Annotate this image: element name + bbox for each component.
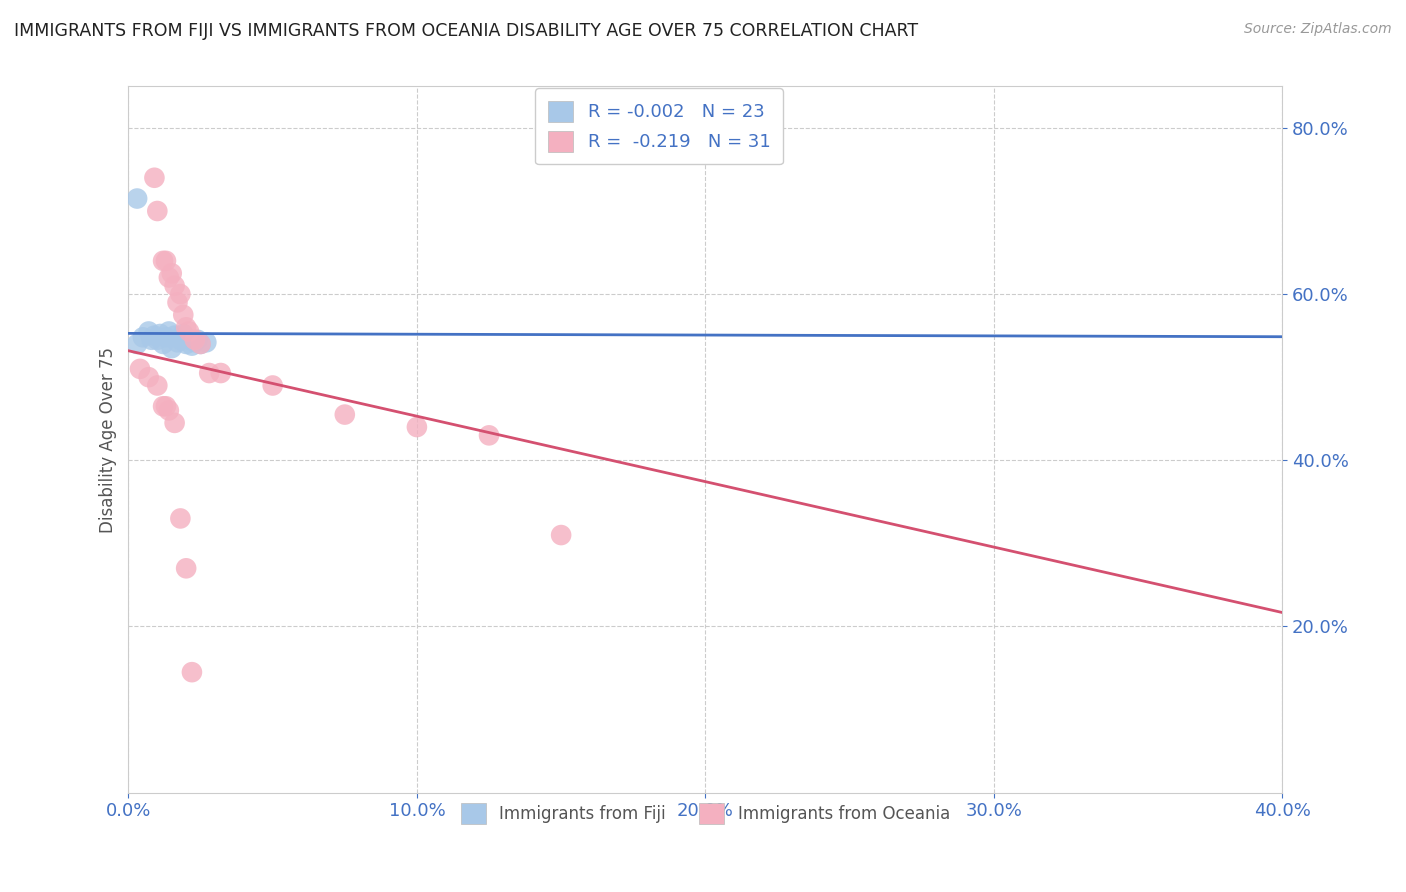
Point bbox=[155, 253, 177, 268]
Point bbox=[181, 665, 204, 680]
Point bbox=[209, 366, 232, 380]
Point bbox=[187, 333, 209, 347]
Point bbox=[166, 295, 188, 310]
Point bbox=[152, 337, 174, 351]
Text: Source: ZipAtlas.com: Source: ZipAtlas.com bbox=[1244, 22, 1392, 37]
Point bbox=[157, 270, 180, 285]
Point bbox=[174, 320, 197, 334]
Legend: Immigrants from Fiji, Immigrants from Oceania: Immigrants from Fiji, Immigrants from Oc… bbox=[451, 793, 960, 834]
Point bbox=[138, 370, 160, 384]
Point bbox=[157, 403, 180, 417]
Point bbox=[143, 170, 166, 185]
Point bbox=[177, 333, 200, 347]
Point bbox=[169, 333, 191, 347]
Point bbox=[172, 326, 194, 341]
Point bbox=[143, 328, 166, 343]
Point bbox=[333, 408, 356, 422]
Point bbox=[190, 337, 212, 351]
Point bbox=[157, 325, 180, 339]
Point bbox=[146, 378, 169, 392]
Point bbox=[174, 561, 197, 575]
Point bbox=[163, 278, 186, 293]
Point bbox=[146, 333, 169, 347]
Point bbox=[198, 366, 221, 380]
Y-axis label: Disability Age Over 75: Disability Age Over 75 bbox=[100, 346, 117, 533]
Point bbox=[163, 328, 186, 343]
Point bbox=[152, 253, 174, 268]
Point bbox=[190, 337, 212, 351]
Point bbox=[172, 308, 194, 322]
Point bbox=[127, 337, 149, 351]
Point bbox=[262, 378, 284, 392]
Point bbox=[406, 420, 429, 434]
Point bbox=[177, 325, 200, 339]
Point bbox=[166, 335, 188, 350]
Point bbox=[146, 204, 169, 219]
Point bbox=[160, 341, 183, 355]
Point bbox=[152, 399, 174, 413]
Point bbox=[129, 362, 152, 376]
Point bbox=[138, 325, 160, 339]
Point bbox=[141, 333, 163, 347]
Point bbox=[155, 399, 177, 413]
Point bbox=[184, 333, 207, 347]
Point bbox=[149, 326, 172, 341]
Point bbox=[195, 335, 218, 350]
Point bbox=[478, 428, 501, 442]
Point bbox=[169, 511, 191, 525]
Point bbox=[163, 416, 186, 430]
Point bbox=[155, 330, 177, 344]
Point bbox=[169, 287, 191, 301]
Text: IMMIGRANTS FROM FIJI VS IMMIGRANTS FROM OCEANIA DISABILITY AGE OVER 75 CORRELATI: IMMIGRANTS FROM FIJI VS IMMIGRANTS FROM … bbox=[14, 22, 918, 40]
Point bbox=[181, 338, 204, 352]
Point bbox=[174, 337, 197, 351]
Point bbox=[132, 330, 155, 344]
Point bbox=[160, 266, 183, 280]
Point bbox=[550, 528, 572, 542]
Point bbox=[184, 335, 207, 350]
Point bbox=[127, 192, 149, 206]
